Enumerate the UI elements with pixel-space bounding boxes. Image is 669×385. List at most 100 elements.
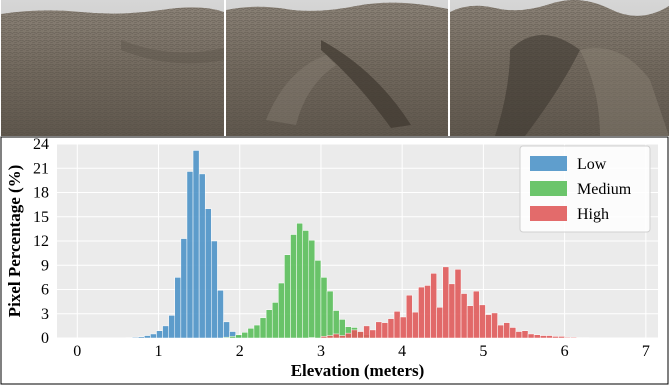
bar-high [430,273,437,339]
bar-low [223,321,230,339]
bar-medium [247,328,255,339]
bar-low [211,240,218,339]
bar-high [393,311,401,339]
bar-high [503,322,511,339]
x-axis-label: Elevation (meters) [291,361,425,380]
histogram-bars [125,150,590,339]
bar-medium [271,302,279,339]
y-tick-label: 3 [41,306,49,323]
bar-high [332,333,340,339]
legend-label-medium: Medium [577,181,632,198]
bar-high [381,322,389,339]
x-tick-label: 4 [398,343,406,360]
y-tick-label: 18 [33,185,49,202]
y-tick-label: 0 [41,330,49,347]
bar-high [369,329,377,339]
bar-high [436,307,444,339]
bar-low [180,238,188,339]
x-tick-label: 5 [479,343,487,360]
legend-label-high: High [577,206,609,223]
bar-high [320,336,328,339]
bar-high [448,283,456,339]
bar-medium [284,254,291,339]
bar-medium [302,230,310,339]
bar-high [460,293,468,339]
legend-label-low: Low [577,156,607,173]
legend-swatch-high [530,206,567,221]
bar-high [521,330,529,339]
bar-medium [290,234,297,339]
bar-high [442,266,450,339]
terrain-panel-low [1,0,224,136]
bar-medium [259,317,267,339]
bar-high [491,312,498,339]
bar-high [552,336,559,339]
bar-high [570,336,578,339]
bar-medium [314,260,322,339]
bar-high [466,305,474,339]
bar-medium [338,319,346,339]
bar-high [418,286,425,339]
bar-medium [320,277,328,339]
bar-high [375,321,383,339]
bar-medium [253,324,261,339]
x-tick-label: 2 [236,343,244,360]
bar-high [338,335,346,339]
bar-high [539,335,547,339]
bar-medium [308,239,316,339]
bar-medium [235,334,243,339]
bar-high [345,332,352,339]
y-tick-label: 9 [41,257,49,274]
y-axis-ticks: 0 3 6 9 12 15 18 21 24 [33,136,49,347]
bar-high [326,335,334,339]
legend-swatch-medium [530,181,567,196]
bar-low [198,173,206,339]
bar-medium [265,309,273,339]
y-tick-label: 6 [41,282,49,299]
bar-high [515,331,523,339]
bar-high [424,285,431,339]
bar-high [558,336,565,339]
y-tick-label: 24 [33,136,49,153]
y-tick-label: 12 [33,233,49,250]
bar-low [217,290,224,339]
bar-low [150,333,157,339]
bar-high [497,324,504,339]
x-axis-ticks: 0 1 2 3 4 5 6 7 [73,343,650,360]
bar-high [399,316,407,339]
x-tick-label: 6 [561,343,569,360]
y-tick-label: 15 [33,209,49,226]
bar-low [174,277,182,339]
bar-high [546,335,553,339]
x-tick-label: 3 [317,343,325,360]
bar-high [509,327,517,339]
bar-medium [241,332,249,339]
bar-medium [223,336,230,339]
bar-low [168,315,176,339]
chart-frame [0,136,669,385]
bar-high [351,329,358,339]
bar-medium [326,290,334,339]
bar-high [412,311,419,339]
bar-low [137,336,145,339]
x-tick-label: 1 [155,343,163,360]
bar-low [204,208,212,339]
bar-low [156,330,163,339]
bar-high [472,290,480,339]
bar-low [144,335,151,339]
y-axis-label: Pixel Percentage (%) [5,165,24,318]
bar-medium [278,282,285,339]
bar-low [162,325,169,339]
bar-high [564,336,571,339]
bar-medium [296,222,303,339]
bar-low [192,150,200,339]
bar-high [454,269,462,339]
legend: Low Medium High [519,145,651,233]
bar-high [387,318,395,339]
bar-medium [229,336,236,339]
bar-high [479,304,486,339]
bar-high [533,334,541,339]
x-tick-label: 0 [73,343,81,360]
bar-high [527,333,535,339]
